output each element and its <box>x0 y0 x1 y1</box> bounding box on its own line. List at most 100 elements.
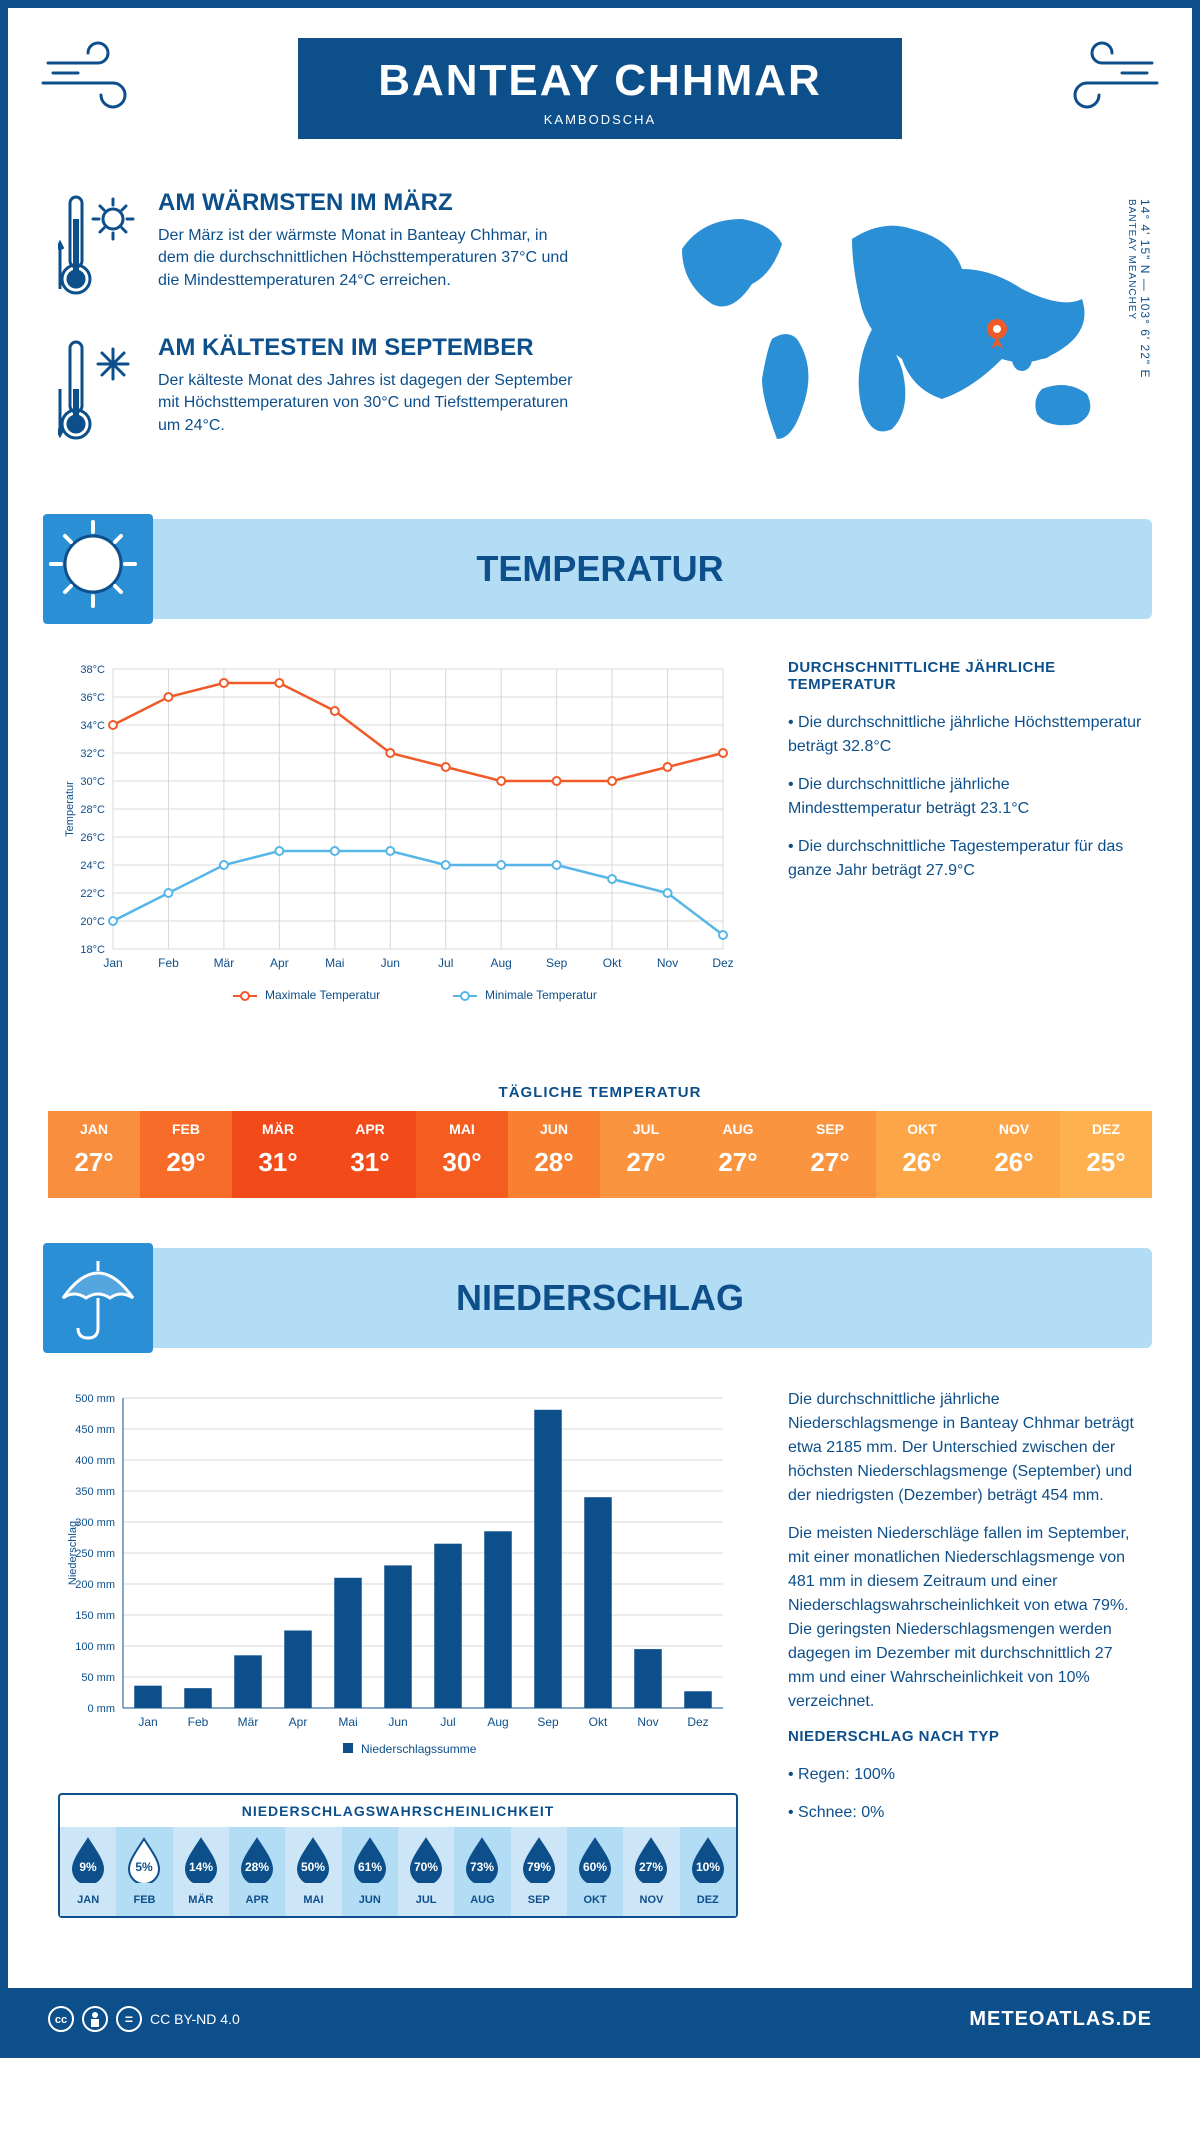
svg-text:Feb: Feb <box>158 956 179 970</box>
precip-text-2: Die meisten Niederschläge fallen im Sept… <box>788 1522 1142 1714</box>
svg-text:50%: 50% <box>301 1860 325 1874</box>
daily-temp-cell: MAI30° <box>416 1111 508 1198</box>
world-map: 14° 4' 15" N — 103° 6' 22" E BANTEAY MEA… <box>642 189 1142 479</box>
svg-text:9%: 9% <box>79 1860 97 1874</box>
daily-temp-cell: MÄR31° <box>232 1111 324 1198</box>
svg-text:Mai: Mai <box>338 1715 357 1729</box>
precip-bytype-item: Regen: 100% <box>788 1763 1142 1787</box>
svg-text:Nov: Nov <box>637 1715 658 1729</box>
svg-text:Sep: Sep <box>546 956 568 970</box>
svg-text:250 mm: 250 mm <box>75 1548 115 1560</box>
svg-text:73%: 73% <box>470 1860 494 1874</box>
svg-text:Jan: Jan <box>138 1715 157 1729</box>
svg-text:18°C: 18°C <box>80 944 105 956</box>
svg-text:Niederschlagssumme: Niederschlagssumme <box>361 1742 477 1756</box>
thermometer-sun-icon <box>58 189 138 304</box>
precip-section-header: NIEDERSCHLAG <box>48 1248 1152 1348</box>
svg-text:27%: 27% <box>639 1860 663 1874</box>
svg-text:Aug: Aug <box>491 956 512 970</box>
svg-text:Mär: Mär <box>214 956 235 970</box>
rain-prob-cell: 14%MÄR <box>173 1827 229 1916</box>
svg-text:Apr: Apr <box>270 956 289 970</box>
rain-prob-row: 9%JAN5%FEB14%MÄR28%APR50%MAI61%JUN70%JUL… <box>60 1827 736 1916</box>
daily-temp-cell: JUN28° <box>508 1111 600 1198</box>
svg-text:20°C: 20°C <box>80 916 105 928</box>
daily-temp-cell: DEZ25° <box>1060 1111 1152 1198</box>
rain-prob-cell: 60%OKT <box>567 1827 623 1916</box>
temp-summary-item: Die durchschnittliche Tagestemperatur fü… <box>788 835 1142 883</box>
svg-text:70%: 70% <box>414 1860 438 1874</box>
daily-temp-cell: JAN27° <box>48 1111 140 1198</box>
svg-text:50 mm: 50 mm <box>81 1672 115 1684</box>
svg-text:38°C: 38°C <box>80 664 105 676</box>
temp-summary-title: DURCHSCHNITTLICHE JÄHRLICHE TEMPERATUR <box>788 659 1142 693</box>
svg-text:10%: 10% <box>696 1860 720 1874</box>
footer: cc = CC BY-ND 4.0 METEOATLAS.DE <box>8 1988 1192 2050</box>
page-title: BANTEAY CHHMAR <box>378 56 822 106</box>
rain-prob-cell: 70%JUL <box>398 1827 454 1916</box>
precip-title: NIEDERSCHLAG <box>456 1277 744 1319</box>
warmest-text: Der März ist der wärmste Monat in Bantea… <box>158 225 578 292</box>
rain-prob-cell: 9%JAN <box>60 1827 116 1916</box>
svg-text:500 mm: 500 mm <box>75 1393 115 1405</box>
coldest-fact: AM KÄLTESTEN IM SEPTEMBER Der kälteste M… <box>58 334 602 449</box>
svg-text:28%: 28% <box>245 1860 269 1874</box>
daily-temp-cell: SEP27° <box>784 1111 876 1198</box>
precip-text-1: Die durchschnittliche jährliche Niedersc… <box>788 1388 1142 1508</box>
svg-text:Temperatur: Temperatur <box>64 781 76 837</box>
svg-text:cc: cc <box>55 2014 67 2026</box>
rain-prob-title: NIEDERSCHLAGSWAHRSCHEINLICHKEIT <box>60 1795 736 1827</box>
header: BANTEAY CHHMAR KAMBODSCHA <box>8 8 1192 149</box>
svg-text:200 mm: 200 mm <box>75 1579 115 1591</box>
warmest-fact: AM WÄRMSTEN IM MÄRZ Der März ist der wär… <box>58 189 602 304</box>
svg-text:Mai: Mai <box>325 956 344 970</box>
svg-text:61%: 61% <box>358 1860 382 1874</box>
temp-summary-list: Die durchschnittliche jährliche Höchstte… <box>788 711 1142 883</box>
daily-temp-cell: OKT26° <box>876 1111 968 1198</box>
sun-icon <box>43 514 153 629</box>
svg-text:14%: 14% <box>189 1860 213 1874</box>
svg-text:Jan: Jan <box>103 956 122 970</box>
temp-summary-item: Die durchschnittliche jährliche Mindestt… <box>788 773 1142 821</box>
svg-text:22°C: 22°C <box>80 888 105 900</box>
svg-text:Dez: Dez <box>687 1715 708 1729</box>
svg-text:150 mm: 150 mm <box>75 1610 115 1622</box>
overview-section: AM WÄRMSTEN IM MÄRZ Der März ist der wär… <box>8 149 1192 509</box>
daily-temp-cell: JUL27° <box>600 1111 692 1198</box>
svg-text:Nov: Nov <box>657 956 678 970</box>
temperature-body: 18°C20°C22°C24°C26°C28°C30°C32°C34°C36°C… <box>8 619 1192 1064</box>
footer-brand: METEOATLAS.DE <box>969 2008 1152 2031</box>
rain-prob-cell: 27%NOV <box>623 1827 679 1916</box>
precip-bytype-list: Regen: 100%Schnee: 0% <box>788 1763 1142 1825</box>
rain-prob-cell: 10%DEZ <box>680 1827 736 1916</box>
svg-text:Feb: Feb <box>188 1715 209 1729</box>
svg-text:Jun: Jun <box>388 1715 407 1729</box>
svg-text:Apr: Apr <box>289 1715 308 1729</box>
svg-text:=: = <box>125 2011 133 2027</box>
svg-text:30°C: 30°C <box>80 776 105 788</box>
umbrella-icon <box>43 1243 153 1358</box>
svg-text:300 mm: 300 mm <box>75 1517 115 1529</box>
temperature-title: TEMPERATUR <box>476 548 723 590</box>
page-subtitle: KAMBODSCHA <box>378 112 822 127</box>
wind-icon <box>1042 38 1162 123</box>
rain-prob-cell: 5%FEB <box>116 1827 172 1916</box>
rain-prob-cell: 28%APR <box>229 1827 285 1916</box>
title-banner: BANTEAY CHHMAR KAMBODSCHA <box>298 38 902 139</box>
svg-text:0 mm: 0 mm <box>88 1703 116 1715</box>
svg-text:79%: 79% <box>527 1860 551 1874</box>
daily-temp-cell: FEB29° <box>140 1111 232 1198</box>
svg-text:Jul: Jul <box>440 1715 455 1729</box>
daily-temp-cell: AUG27° <box>692 1111 784 1198</box>
precip-body: 0 mm50 mm100 mm150 mm200 mm250 mm300 mm3… <box>8 1348 1192 1958</box>
svg-text:450 mm: 450 mm <box>75 1424 115 1436</box>
svg-text:60%: 60% <box>583 1860 607 1874</box>
svg-text:28°C: 28°C <box>80 804 105 816</box>
svg-text:Maximale Temperatur: Maximale Temperatur <box>265 988 380 1002</box>
daily-temp-title: TÄGLICHE TEMPERATUR <box>8 1084 1192 1101</box>
svg-text:32°C: 32°C <box>80 748 105 760</box>
rain-probability-panel: NIEDERSCHLAGSWAHRSCHEINLICHKEIT 9%JAN5%F… <box>58 1793 738 1918</box>
svg-text:5%: 5% <box>136 1860 154 1874</box>
svg-text:Aug: Aug <box>487 1715 508 1729</box>
wind-icon <box>38 38 158 123</box>
